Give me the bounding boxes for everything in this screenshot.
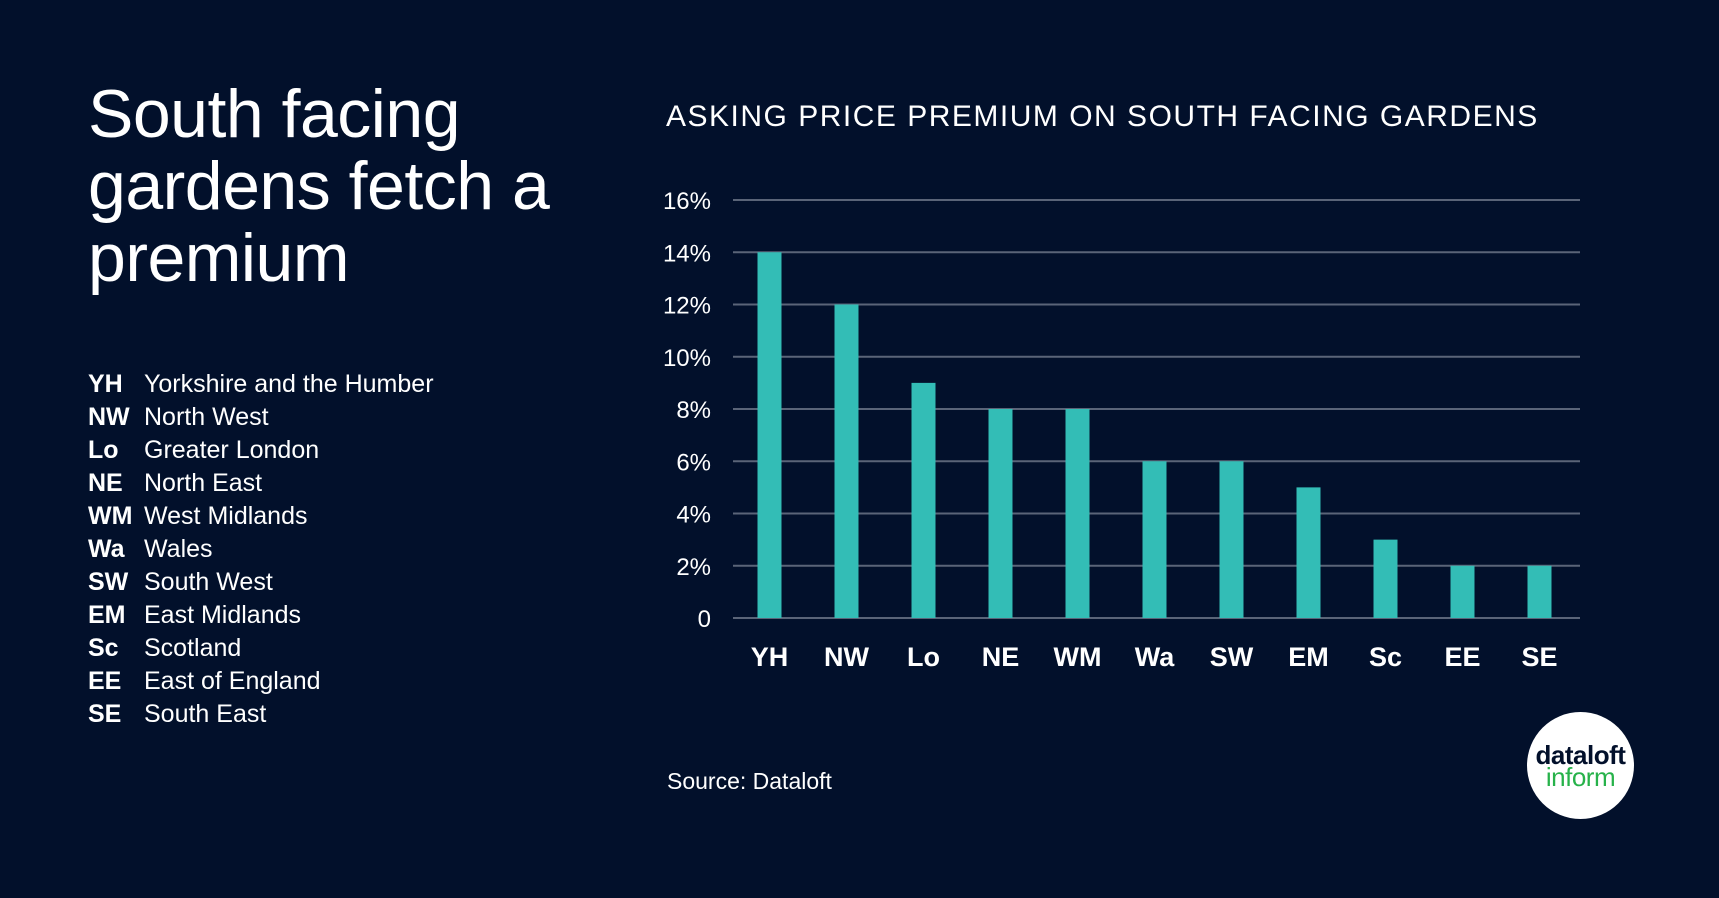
bar: [757, 252, 782, 618]
x-tick-label: Wa: [1135, 642, 1175, 672]
bar: [988, 409, 1013, 618]
legend-item: EE East of England: [88, 665, 434, 698]
dataloft-inform-logo: dataloft inform: [1527, 712, 1634, 819]
legend-item: Sc Scotland: [88, 632, 434, 665]
legend-item: WM West Midlands: [88, 500, 434, 533]
legend-code: SW: [88, 568, 129, 596]
bar: [1373, 539, 1398, 618]
legend-name: Yorkshire and the Humber: [144, 370, 434, 398]
x-tick-label: EE: [1444, 642, 1480, 672]
legend-name: North West: [144, 403, 269, 431]
legend-item: SE South East: [88, 698, 434, 731]
legend-code: SE: [88, 700, 122, 728]
legend-code: EE: [88, 667, 122, 695]
legend-name: Greater London: [144, 436, 320, 464]
legend-name: West Midlands: [144, 502, 308, 530]
legend-item: EM East Midlands: [88, 599, 434, 632]
bar: [1142, 461, 1167, 618]
legend-name: East Midlands: [144, 601, 302, 629]
legend-item: YH Yorkshire and the Humber: [88, 368, 434, 401]
legend-code: Lo: [88, 436, 119, 464]
x-tick-label: YH: [751, 642, 789, 672]
legend-name: South West: [144, 568, 273, 596]
source-note: Source: Dataloft: [667, 768, 832, 794]
bar: [834, 304, 859, 618]
bar: [1219, 461, 1244, 618]
legend-item: Lo Greater London: [88, 434, 434, 467]
y-tick-label: 6%: [676, 449, 711, 476]
y-tick-label: 2%: [676, 554, 711, 581]
logo-text-inform: inform: [1545, 761, 1616, 792]
legend-name: South East: [144, 700, 267, 728]
y-tick-label: 10%: [663, 345, 711, 372]
legend-item: NW North West: [88, 401, 434, 434]
legend-name: East of England: [144, 667, 321, 695]
legend-code: EM: [88, 601, 126, 629]
y-tick-label: 0: [698, 606, 711, 633]
legend-name: North East: [144, 469, 263, 497]
x-tick-label: EM: [1288, 642, 1329, 672]
x-tick-label: Sc: [1369, 642, 1402, 672]
legend-name: Scotland: [144, 634, 242, 662]
y-tick-label: 8%: [676, 397, 711, 424]
legend-item: NE North East: [88, 467, 434, 500]
headline: South facing gardens fetch a premium: [88, 76, 550, 296]
x-tick-label: NW: [824, 642, 869, 672]
bar: [1450, 565, 1475, 618]
legend-item: SW South West: [88, 566, 434, 599]
y-tick-label: 12%: [663, 293, 711, 320]
legend-code: WM: [88, 502, 133, 530]
x-tick-label: SE: [1521, 642, 1557, 672]
legend-item: Wa Wales: [88, 533, 434, 566]
legend-code: NW: [88, 403, 130, 431]
x-tick-label: WM: [1054, 642, 1102, 672]
legend-name: Wales: [144, 535, 213, 563]
y-tick-label: 14%: [663, 240, 711, 267]
legend-code: Sc: [88, 634, 119, 662]
chart-title: ASKING PRICE PREMIUM ON SOUTH FACING GAR…: [666, 100, 1539, 133]
x-tick-label: SW: [1210, 642, 1254, 672]
legend-code: NE: [88, 469, 123, 497]
y-tick-label: 16%: [663, 188, 711, 215]
logo-text-dataloft: dataloft: [1535, 739, 1626, 770]
bar: [1296, 487, 1321, 618]
y-tick-label: 4%: [676, 502, 711, 529]
legend: YH Yorkshire and the Humber NW North West …: [88, 368, 434, 731]
legend-code: Wa: [88, 535, 125, 563]
bar: [1527, 565, 1552, 618]
x-tick-label: Lo: [907, 642, 940, 672]
x-tick-label: NE: [982, 642, 1020, 672]
bar: [911, 382, 936, 618]
bar: [1065, 409, 1090, 618]
legend-code: YH: [88, 370, 123, 398]
